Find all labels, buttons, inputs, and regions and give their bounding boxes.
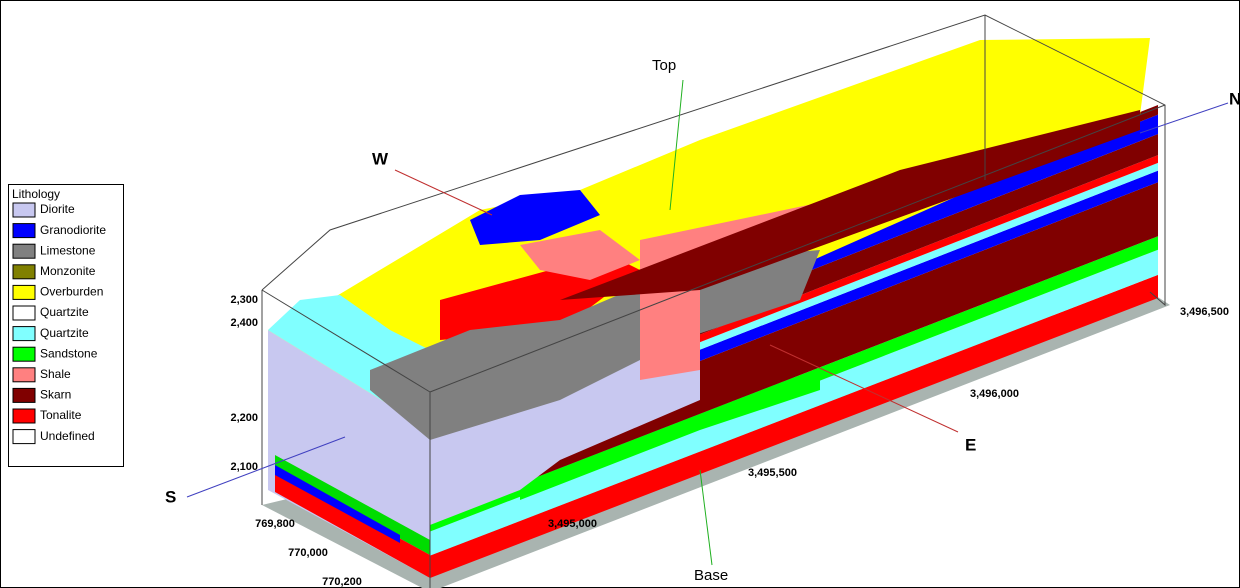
elevation-label: 2,200 [230,412,258,424]
legend-label: Sandstone [40,346,98,360]
south-label: S [165,487,176,506]
northing-label: 3,495,000 [548,518,597,530]
legend-label: Undefined [40,429,95,443]
north-label: N [1229,89,1240,108]
legend-swatch [13,430,35,444]
legend-label: Shale [40,367,71,381]
legend-title: Lithology [12,187,60,201]
northing-label: 3,495,500 [748,467,797,479]
northing-label: 3,496,000 [970,388,1019,400]
legend-label: Quartzite [40,305,89,319]
easting-label: 770,200 [322,576,362,588]
legend-label: Diorite [40,202,75,216]
legend-label: Limestone [40,243,96,257]
legend-swatch [13,244,35,258]
legend-label: Tonalite [40,408,82,422]
elevation-label: 2,100 [230,461,258,473]
legend-swatch [13,368,35,382]
legend-swatch [13,224,35,238]
legend-swatch [13,285,35,299]
west-label: W [372,149,389,168]
legend-label: Monzonite [40,264,96,278]
top-label: Top [652,57,676,74]
legend-swatch [13,347,35,361]
legend-swatch [13,306,35,320]
legend-swatch [13,388,35,402]
elevation-label: 2,300 [230,294,258,306]
viewer: W Top N S E Base 2,400 2,300 2,200 2,100 769… [0,0,1240,588]
scene: W Top N S E Base 2,400 2,300 2,200 2,100 769… [0,0,1240,588]
northing-label: 3,496,500 [1180,306,1229,318]
legend-label: Quartzite [40,326,89,340]
base-label: Base [694,567,728,584]
legend-label: Granodiorite [40,223,106,237]
easting-label: 770,000 [288,547,328,559]
elevation-label: 2,400 [230,317,258,329]
legend-swatch [13,265,35,279]
legend-label: Skarn [40,388,71,402]
legend-label: Overburden [40,285,103,299]
east-label: E [965,435,976,454]
legend-swatch [13,203,35,217]
legend-swatch [13,327,35,341]
legend-swatch [13,409,35,423]
easting-label: 769,800 [255,518,295,530]
